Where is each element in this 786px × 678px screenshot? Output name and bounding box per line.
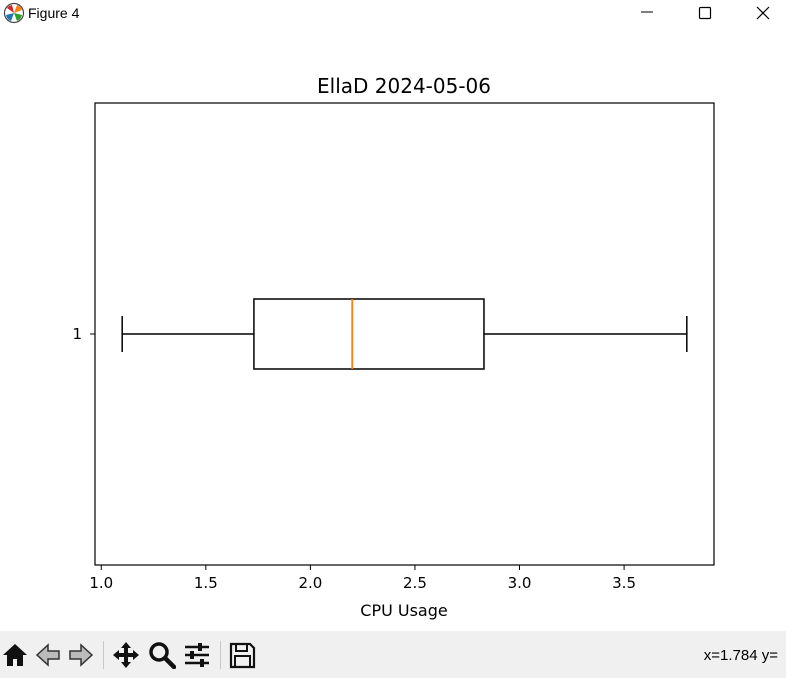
close-icon [756, 6, 770, 20]
configure-subplots-icon [185, 643, 209, 667]
back-button[interactable] [33, 640, 63, 670]
boxplot-chart: EllaD 2024-05-06 1.0 1.5 2.0 2.5 3.0 3.5 1 CP… [72, 74, 715, 620]
minimize-button[interactable] [624, 0, 670, 27]
maximize-button[interactable] [682, 0, 728, 27]
zoom-icon [149, 642, 176, 669]
box-iqr [253, 298, 485, 370]
matplotlib-icon [3, 2, 25, 24]
y-tick-label: 1 [72, 325, 82, 343]
x-tick-label: 3.5 [612, 574, 636, 592]
save-icon [229, 642, 256, 669]
configure-subplots-button[interactable] [182, 640, 212, 670]
toolbar-separator [103, 641, 104, 669]
cursor-coordinates: x=1.784 y= [703, 647, 778, 664]
home-button[interactable] [0, 640, 30, 670]
figure-canvas[interactable]: EllaD 2024-05-06 1.0 1.5 2.0 2.5 3.0 3.5 1 CP… [0, 30, 786, 630]
minimize-icon [641, 11, 653, 13]
close-button[interactable] [740, 0, 786, 27]
forward-arrow-icon [69, 643, 94, 667]
home-icon [3, 644, 27, 666]
window-titlebar: Figure 4 [0, 0, 786, 27]
forward-button[interactable] [66, 640, 96, 670]
x-tick-label: 2.5 [403, 574, 427, 592]
window-title: Figure 4 [28, 5, 80, 21]
maximize-icon [698, 6, 712, 20]
pan-button[interactable] [111, 640, 141, 670]
back-arrow-icon [35, 643, 60, 667]
x-tick-label: 1.5 [194, 574, 218, 592]
x-tick-label: 2.0 [298, 574, 322, 592]
save-button[interactable] [227, 640, 257, 670]
chart-title: EllaD 2024-05-06 [317, 74, 491, 98]
x-tick-label: 1.0 [89, 574, 113, 592]
x-tick-label: 3.0 [508, 574, 532, 592]
x-axis-label: CPU Usage [360, 601, 447, 620]
zoom-button[interactable] [147, 640, 177, 670]
navigation-toolbar: x=1.784 y= [0, 631, 786, 678]
toolbar-separator [220, 641, 221, 669]
pan-icon [113, 642, 139, 668]
